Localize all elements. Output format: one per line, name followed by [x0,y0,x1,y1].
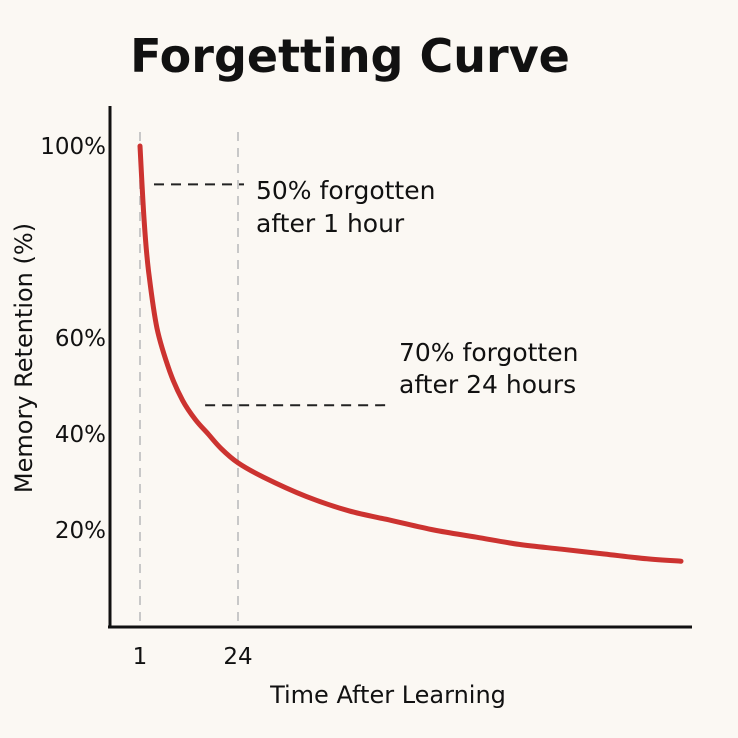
x-tick-label: 24 [223,644,252,670]
annotation-leader-lines [154,183,388,407]
x-tick-label: 1 [133,644,148,670]
y-axis-label: Memory Retention (%) [10,223,38,493]
y-axis-ticks: 100% 60% 40% 20% [40,134,106,544]
annotation-texts: 50% forgotten after 1 hour 70% forgotten af… [256,176,578,399]
y-tick-label: 100% [40,134,106,160]
series-group [137,143,684,564]
annotation-text-line: after 1 hour [256,209,405,238]
x-axis-ticks: 1 24 [133,644,253,670]
retention-curve-line [137,143,684,564]
annotation-text-line: 50% forgotten [256,176,435,205]
annotation-text-line: 70% forgotten [399,338,578,367]
reference-lines [139,132,239,625]
y-tick-label: 40% [55,422,106,448]
y-tick-label: 20% [55,518,106,544]
x-axis-label: Time After Learning [269,681,506,709]
chart-title: Forgetting Curve [130,29,570,83]
annotation-text-line: after 24 hours [399,370,576,399]
y-tick-label: 60% [55,326,106,352]
